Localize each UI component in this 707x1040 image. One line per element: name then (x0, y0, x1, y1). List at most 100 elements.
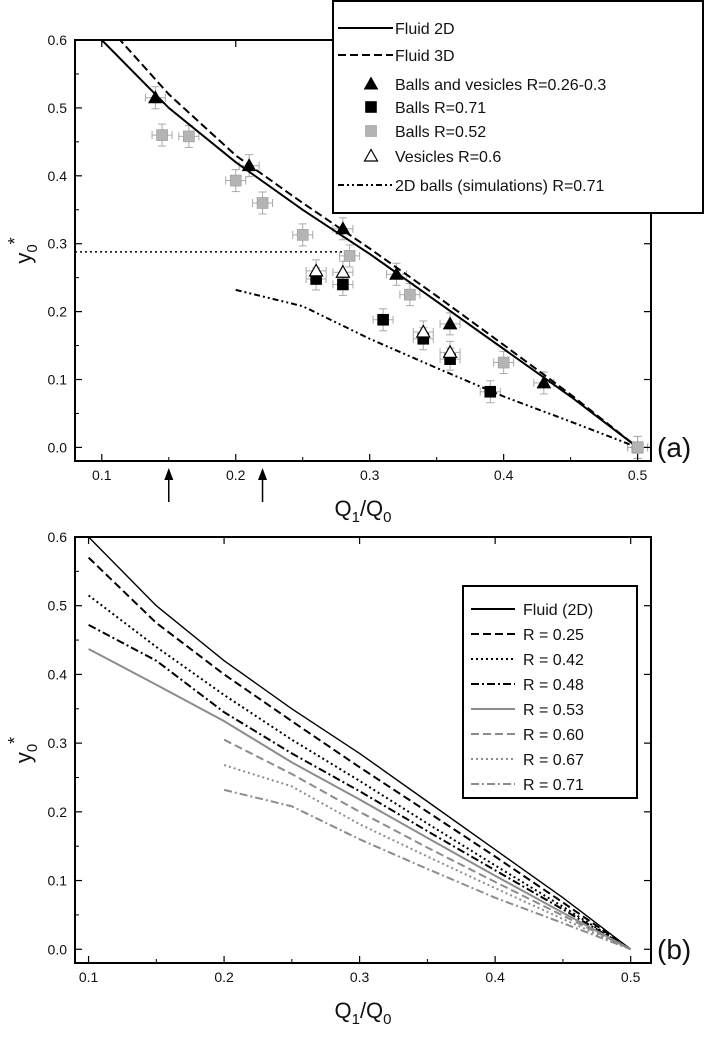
legend-swatch (365, 125, 377, 137)
legend-box (462, 585, 638, 799)
x-axis-title-part: Q (334, 496, 351, 521)
series-line-6 (223, 764, 632, 951)
data-point (404, 288, 416, 301)
data-point (308, 263, 324, 277)
data-point (229, 174, 242, 187)
series-line-0 (88, 537, 632, 950)
data-point (389, 266, 404, 280)
y-tick-label: 0.2 (48, 804, 68, 820)
series-line-1 (118, 40, 639, 449)
legend-label: Vesicles R=0.6 (395, 149, 501, 166)
data-point (335, 221, 351, 235)
plot-area-a (75, 40, 649, 459)
legend-label: Fluid (2D) (523, 602, 593, 619)
y-tick-label: 0.0 (48, 439, 68, 455)
data-point (631, 441, 644, 454)
y-tick-label: 0.3 (48, 236, 68, 252)
x-axis-title-part: 0 (383, 1011, 391, 1028)
data-point (183, 130, 195, 143)
x-tick-label: 0.5 (621, 969, 641, 985)
x-axis-title: Q1/Q0 (334, 998, 391, 1028)
series-line-5 (223, 738, 632, 951)
data-point (156, 129, 168, 141)
series-line-2 (87, 594, 632, 951)
plot-area-b (87, 537, 632, 951)
y-tick-label: 0.6 (48, 32, 68, 48)
y-axis-title-part: * (5, 737, 25, 744)
legend-label: R = 0.42 (523, 652, 584, 669)
data-point (343, 250, 356, 262)
legend-label: Balls and vesicles R=0.26-0.3 (395, 77, 606, 94)
arrow-head (258, 468, 268, 480)
data-point (337, 278, 349, 291)
x-axis-title-part: /Q (360, 998, 383, 1023)
legend-label: R = 0.48 (523, 677, 584, 694)
data-point (335, 264, 351, 278)
y-tick-label: 0.1 (48, 873, 68, 889)
data-point (377, 313, 389, 326)
data-point (442, 344, 458, 358)
legend-a: Fluid 2D Fluid 3D Balls and vesicles R=0.2… (332, 0, 704, 214)
x-tick-label: 0.1 (79, 969, 99, 985)
y-tick-label: 0.2 (48, 304, 68, 320)
y-axis-title-part: 0 (24, 744, 41, 752)
x-axis-title-part: Q (334, 998, 351, 1023)
panel-b-chart: 0.1 0.2 0.3 0.4 0.5 0.0 0.1 0.2 0.3 0.4 0.5 0.6 Q1/Q… (5, 529, 691, 1028)
data-point (415, 324, 431, 338)
series-line-6 (235, 288, 638, 449)
data-point (148, 90, 163, 104)
x-axis-title-part: 0 (383, 509, 391, 526)
y-tick-label: 0.1 (48, 372, 68, 388)
legend-label: Fluid 2D (395, 21, 455, 38)
data-point (442, 316, 458, 330)
panel-label: (b) (657, 934, 691, 965)
data-point (241, 158, 257, 172)
y-tick-label: 0.5 (48, 100, 68, 116)
x-axis-title-part: 1 (352, 1011, 360, 1028)
data-point (484, 385, 497, 398)
y-axis-title-part: y (11, 253, 36, 264)
legend-label: R = 0.71 (523, 777, 584, 794)
x-tick-label: 0.5 (628, 467, 648, 483)
series-line-4 (88, 648, 632, 951)
data-point (256, 197, 269, 209)
legend-label: R = 0.25 (523, 627, 584, 644)
y-axis-title: y0* (5, 237, 41, 263)
legend-swatch (365, 101, 377, 113)
legend-label: R = 0.67 (523, 752, 584, 769)
arrow-head (164, 468, 174, 480)
legend-label: 2D balls (simulations) R=0.71 (395, 178, 605, 195)
y-axis-title-part: 0 (24, 244, 41, 252)
legend-label: R = 0.60 (523, 727, 584, 744)
series-line-0 (101, 40, 639, 449)
legend-b: Fluid (2D) R = 0.25 R = 0.42 R = 0.48 R = 0.… (462, 585, 638, 799)
y-tick-label: 0.3 (48, 735, 68, 751)
data-point (536, 375, 552, 389)
legend-label: R = 0.53 (523, 702, 584, 719)
series-line-1 (87, 556, 632, 951)
legend-label: Balls R=0.52 (395, 124, 486, 141)
data-point (497, 356, 510, 369)
x-tick-label: 0.1 (92, 467, 112, 483)
error-bar (372, 308, 394, 332)
y-tick-label: 0.6 (48, 529, 68, 545)
x-axis-title-part: 1 (352, 509, 360, 526)
x-tick-label: 0.4 (494, 467, 514, 483)
y-axis-title-part: * (5, 237, 25, 244)
y-tick-label: 0.4 (48, 168, 68, 184)
y-axis-title-part: y (11, 752, 36, 763)
plot-frame (74, 536, 652, 964)
panel-a-chart: 0.1 0.2 0.3 0.4 0.5 0.0 0.1 0.2 0.3 0.4 0.5 0.6 Q1/Q… (5, 0, 704, 526)
x-tick-label: 0.3 (360, 467, 380, 483)
y-axis-title: y0* (5, 737, 41, 763)
legend-swatch (363, 148, 379, 162)
series-line-7 (223, 788, 632, 951)
y-tick-label: 0.0 (48, 941, 68, 957)
x-tick-label: 0.4 (485, 969, 505, 985)
x-tick-label: 0.3 (350, 969, 370, 985)
panel-label: (a) (657, 432, 691, 463)
legend-swatch (363, 76, 379, 90)
x-tick-label: 0.2 (226, 467, 246, 483)
y-tick-label: 0.5 (48, 598, 68, 614)
